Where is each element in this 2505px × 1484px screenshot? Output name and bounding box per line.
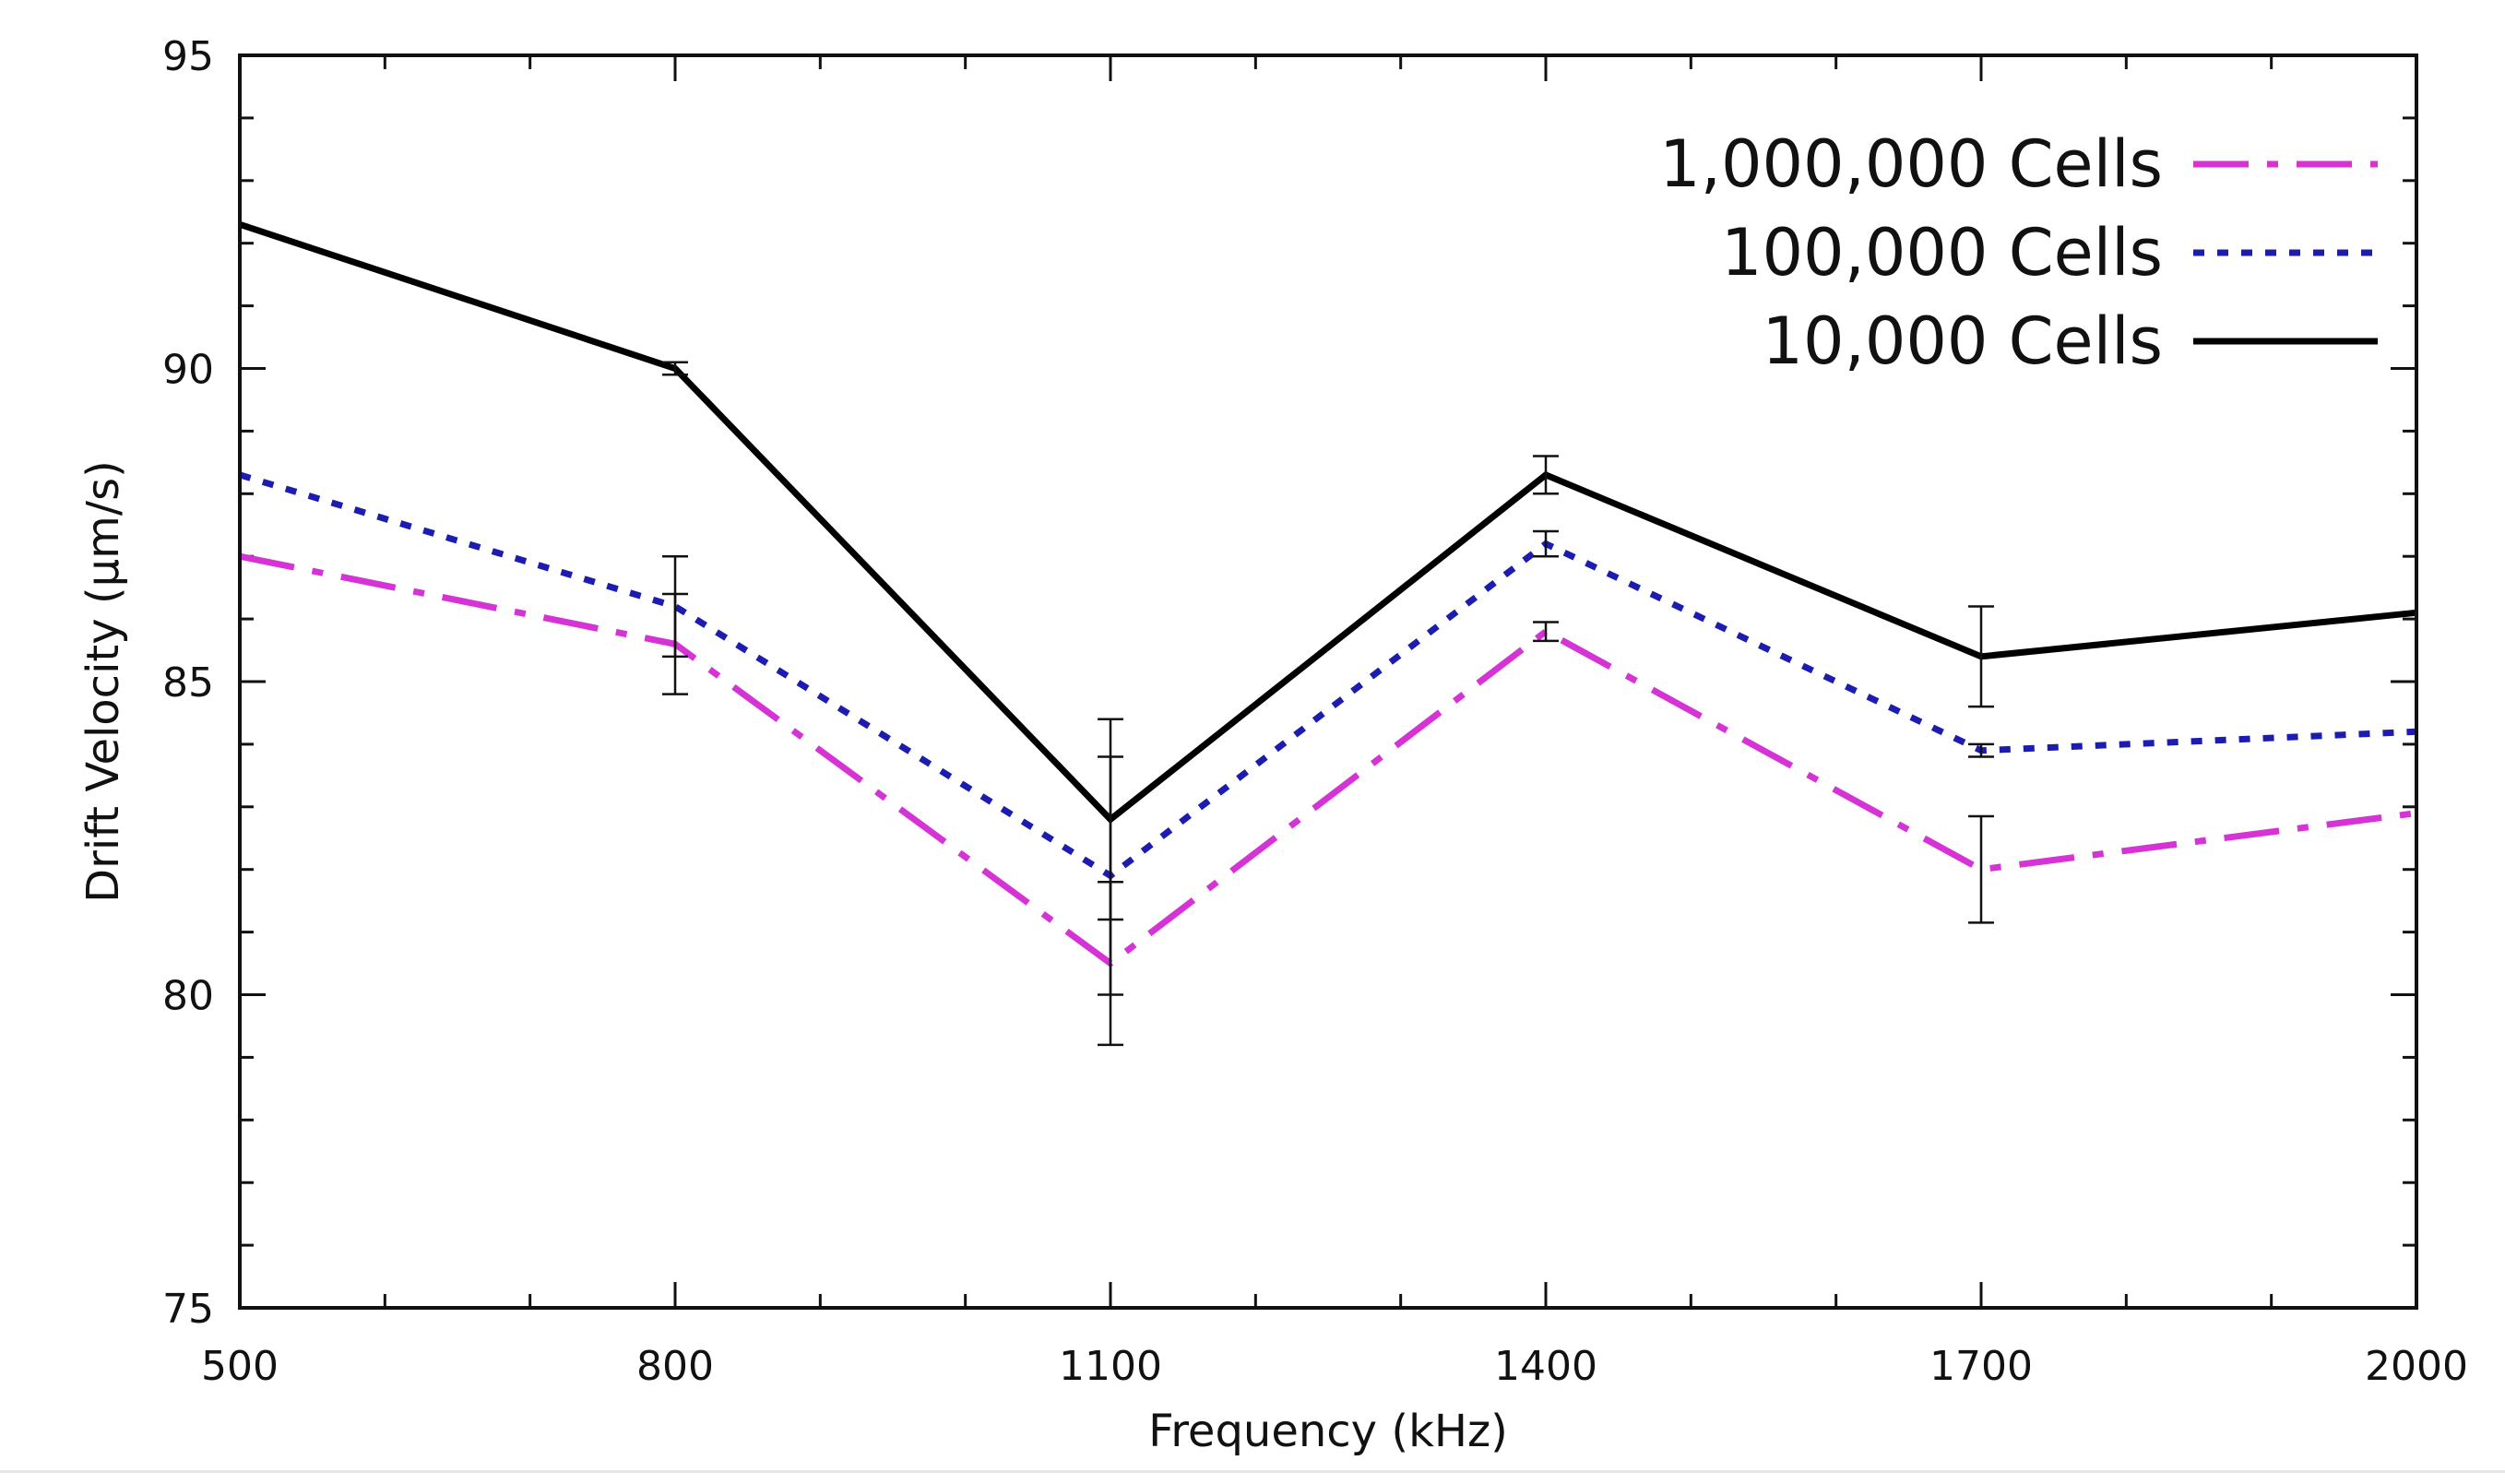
x-axis-label: Frequency (kHz) bbox=[1148, 1406, 1508, 1457]
y-tick-label: 85 bbox=[162, 659, 214, 706]
series-line bbox=[238, 471, 2417, 880]
legend-label: 100,000 Cells bbox=[1721, 215, 2163, 291]
x-tick-label: 500 bbox=[201, 1343, 279, 1390]
series-lines bbox=[238, 220, 2417, 968]
series-line bbox=[238, 220, 2417, 825]
plot-frame bbox=[238, 53, 2418, 1310]
x-tick-label: 1400 bbox=[1494, 1343, 1597, 1390]
x-tick-label: 1700 bbox=[1929, 1343, 2033, 1390]
y-tick-label: 90 bbox=[162, 347, 214, 394]
tick-labels: 500 800 1100 1400 1700 2000 75 80 85 90 95 bbox=[162, 33, 2468, 1390]
y-tick-label: 80 bbox=[162, 973, 214, 1020]
legend: 1,000,000 Cells 100,000 Cells 10,000 Cells bbox=[1659, 126, 2378, 379]
error-bars bbox=[662, 361, 1994, 1047]
series-line bbox=[239, 552, 2417, 968]
y-axis-label: Drift Velocity (µm/s) bbox=[77, 460, 129, 903]
x-tick-label: 2000 bbox=[2365, 1343, 2468, 1390]
bottom-divider bbox=[0, 1470, 2505, 1473]
legend-label: 10,000 Cells bbox=[1763, 303, 2164, 379]
y-tick-label: 95 bbox=[162, 33, 214, 80]
x-tick-label: 800 bbox=[636, 1343, 714, 1390]
x-tick-label: 1100 bbox=[1059, 1343, 1162, 1390]
y-tick-label: 75 bbox=[162, 1286, 214, 1333]
legend-label: 1,000,000 Cells bbox=[1659, 126, 2163, 202]
